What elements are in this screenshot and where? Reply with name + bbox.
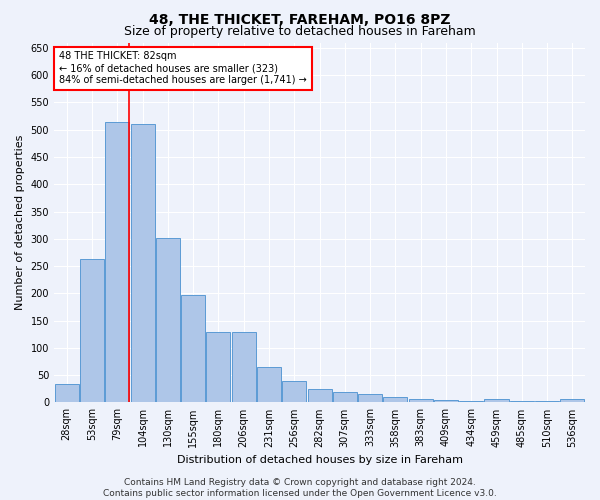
Bar bbox=[156, 238, 180, 402]
Bar bbox=[232, 332, 256, 402]
Bar bbox=[383, 397, 407, 402]
Bar bbox=[333, 392, 357, 402]
Bar bbox=[206, 332, 230, 402]
Bar bbox=[181, 295, 205, 403]
Text: 48, THE THICKET, FAREHAM, PO16 8PZ: 48, THE THICKET, FAREHAM, PO16 8PZ bbox=[149, 12, 451, 26]
Bar bbox=[434, 400, 458, 402]
Bar bbox=[131, 124, 155, 402]
Bar bbox=[105, 122, 129, 402]
Bar bbox=[358, 394, 382, 402]
Text: Size of property relative to detached houses in Fareham: Size of property relative to detached ho… bbox=[124, 25, 476, 38]
Bar bbox=[409, 398, 433, 402]
Bar bbox=[80, 259, 104, 402]
Y-axis label: Number of detached properties: Number of detached properties bbox=[15, 135, 25, 310]
Bar bbox=[55, 384, 79, 402]
Text: 48 THE THICKET: 82sqm
← 16% of detached houses are smaller (323)
84% of semi-det: 48 THE THICKET: 82sqm ← 16% of detached … bbox=[59, 52, 307, 84]
Bar bbox=[308, 390, 332, 402]
Text: Contains HM Land Registry data © Crown copyright and database right 2024.
Contai: Contains HM Land Registry data © Crown c… bbox=[103, 478, 497, 498]
Bar bbox=[560, 399, 584, 402]
X-axis label: Distribution of detached houses by size in Fareham: Distribution of detached houses by size … bbox=[176, 455, 463, 465]
Bar bbox=[257, 367, 281, 402]
Bar bbox=[484, 399, 509, 402]
Bar bbox=[282, 380, 306, 402]
